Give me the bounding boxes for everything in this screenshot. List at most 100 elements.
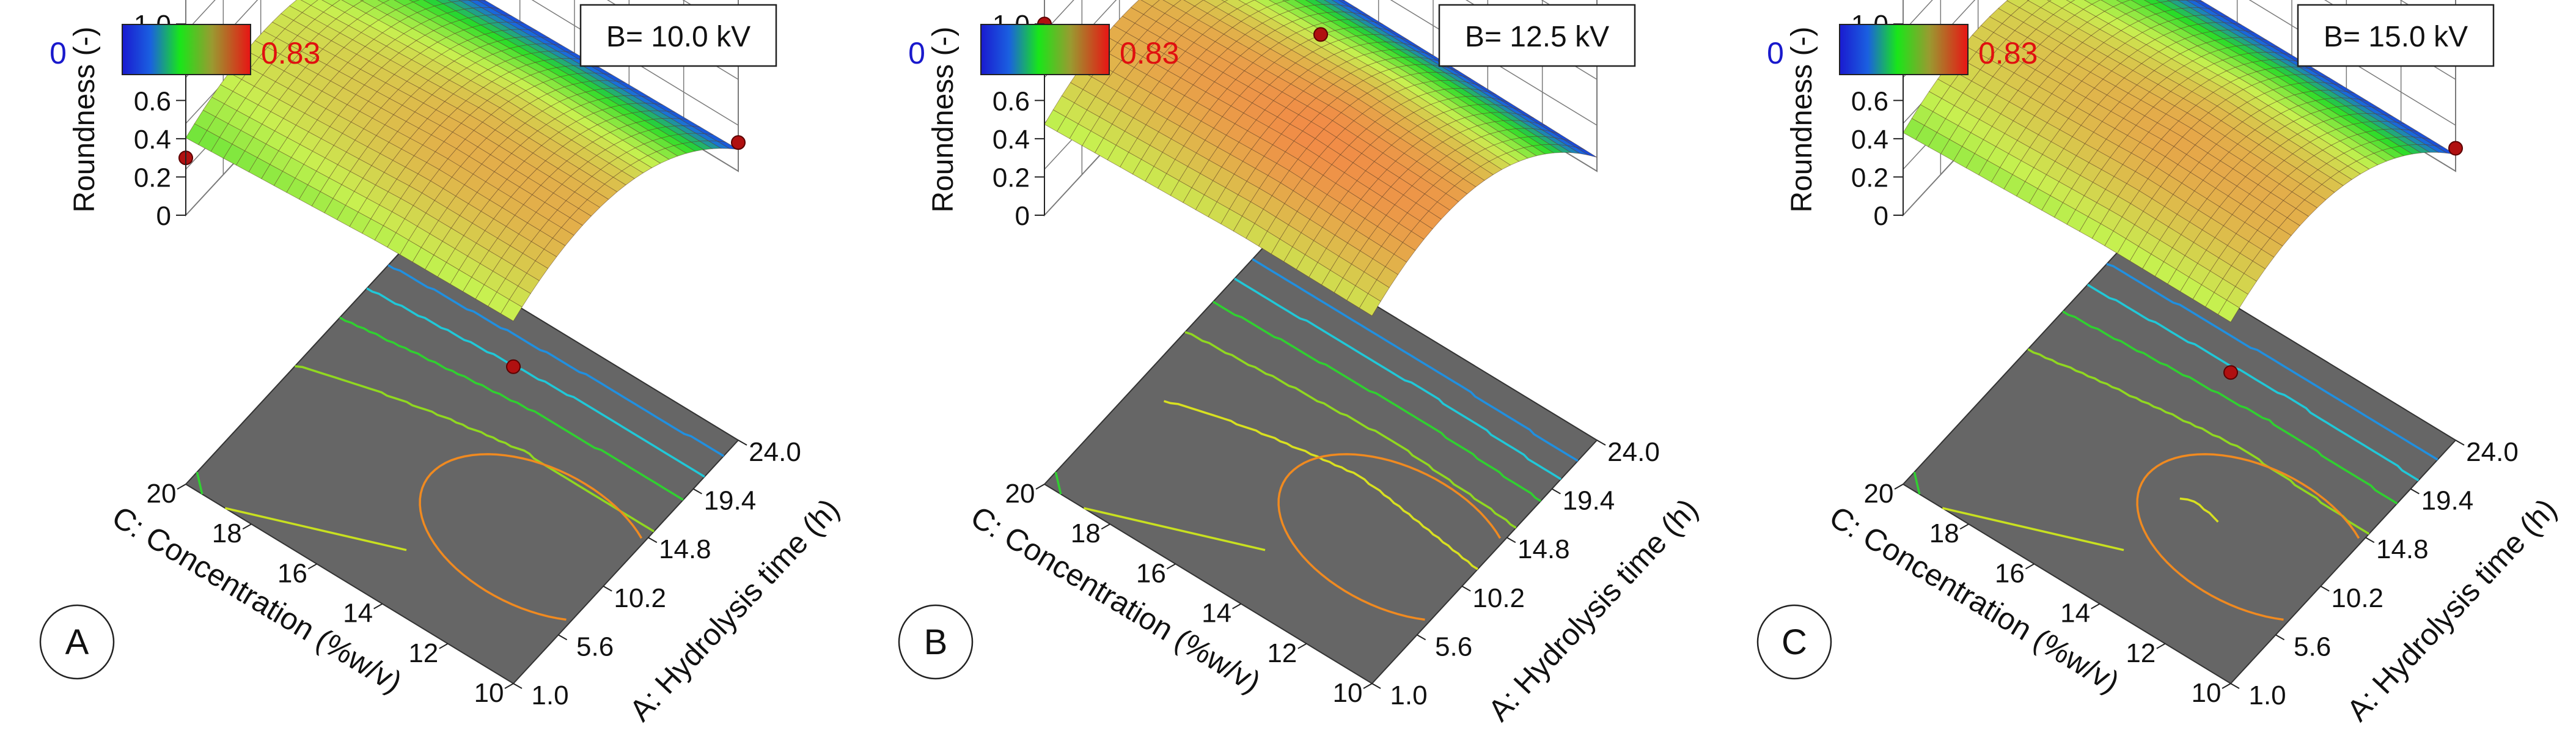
response-surface <box>185 0 739 322</box>
surface-cell <box>500 299 523 322</box>
y-tick-label: 24.0 <box>1607 437 1660 467</box>
x-tick-label: 16 <box>1995 558 2025 588</box>
x-tick-label: 10 <box>2192 678 2222 708</box>
z-tick-label: 0.2 <box>134 163 171 193</box>
y-tick-label: 14.8 <box>1517 534 1570 564</box>
z-tick-label: 0.4 <box>134 125 171 155</box>
x-tick-label: 14 <box>1202 599 1231 629</box>
response-surface <box>1903 0 2456 323</box>
z-tick-label: 0 <box>156 201 171 231</box>
z-tick-label: 0.4 <box>1851 125 1888 155</box>
colorbar-min-label: 0 <box>50 36 67 70</box>
contour-line <box>2027 348 2370 535</box>
design-point <box>506 359 521 374</box>
legend-box-label: B= 15.0 kV <box>2324 21 2468 53</box>
colorbar-min-label: 0 <box>1767 36 1784 70</box>
x-tick-label: 12 <box>2126 638 2156 668</box>
design-point <box>2448 141 2463 156</box>
x-tick-label: 20 <box>147 479 177 509</box>
y-tick-label: 1.0 <box>1390 680 1427 710</box>
x-tick-mark <box>1101 523 1110 530</box>
colorbar <box>122 24 251 75</box>
panel-label: A <box>65 622 89 662</box>
y-tick-mark <box>1596 440 1606 446</box>
panel-B: 00.20.40.60.81.0Roundness (-)10121416182… <box>898 0 1704 728</box>
contour-line <box>295 365 655 533</box>
x-tick-label: 14 <box>343 599 373 629</box>
y-tick-mark <box>2455 440 2465 446</box>
x-tick-mark <box>307 563 317 570</box>
y-tick-label: 14.8 <box>2376 534 2429 564</box>
y-tick-label: 1.0 <box>2248 680 2286 710</box>
y-tick-label: 5.6 <box>2294 632 2331 662</box>
y-tick-mark <box>558 634 568 641</box>
y-tick-label: 10.2 <box>1472 583 1525 613</box>
panel-A: 00.20.40.60.81.0Roundness (-)10121416182… <box>39 0 846 728</box>
legend-box-label: B= 12.5 kV <box>1465 21 1609 53</box>
y-tick-label: 19.4 <box>704 486 757 516</box>
z-tick-label: 0.6 <box>1851 86 1888 116</box>
y-tick-mark <box>1461 585 1471 592</box>
y-tick-label: 5.6 <box>1435 632 1472 662</box>
z-tick-label: 0.6 <box>993 86 1030 116</box>
contour-line <box>387 264 725 457</box>
x-tick-label: 18 <box>1071 518 1101 548</box>
colorbar-max-label: 0.83 <box>261 36 320 70</box>
x-tick-mark <box>242 523 252 530</box>
contour-line <box>1913 471 1921 495</box>
z-axis-label: Roundness (-) <box>68 27 101 213</box>
contour-line <box>196 471 204 495</box>
z-tick-label: 0.2 <box>1851 163 1888 193</box>
x-tick-mark <box>1959 523 1969 530</box>
contour-line <box>1234 278 1562 481</box>
x-tick-mark <box>1894 484 1904 490</box>
panel-label: B <box>924 622 948 662</box>
x-tick-label: 16 <box>277 558 307 588</box>
x-tick-label: 20 <box>1005 479 1035 509</box>
legend-box-label: B= 10.0 kV <box>606 21 750 53</box>
contour-line-peak <box>419 453 643 621</box>
y-tick-label: 19.4 <box>1563 486 1615 516</box>
x-tick-mark <box>2222 683 2231 689</box>
y-tick-mark <box>603 585 612 592</box>
z-tick-label: 0 <box>1874 201 1888 231</box>
contour-line <box>1163 400 1478 570</box>
y-tick-mark <box>1417 634 1426 641</box>
x-tick-label: 16 <box>1136 558 1166 588</box>
x-tick-label: 12 <box>408 638 438 668</box>
colorbar <box>1839 24 1969 75</box>
x-tick-label: 10 <box>474 678 504 708</box>
colorbar-max-label: 0.83 <box>1978 36 2038 70</box>
colorbar-min-label: 0 <box>908 36 925 70</box>
contour-line <box>1083 507 1266 551</box>
x-tick-label: 10 <box>1333 678 1363 708</box>
y-tick-mark <box>1506 537 1516 544</box>
x-tick-mark <box>2025 563 2035 570</box>
y-tick-label: 1.0 <box>531 680 568 710</box>
response-surface <box>1044 0 1598 317</box>
y-tick-mark <box>1551 488 1561 495</box>
contour-line <box>224 507 407 551</box>
x-tick-label: 18 <box>212 518 242 548</box>
x-tick-mark <box>2091 603 2101 610</box>
z-axis-label: Roundness (-) <box>1786 27 1818 213</box>
x-tick-mark <box>373 603 383 610</box>
y-tick-mark <box>2410 488 2420 495</box>
y-tick-label: 5.6 <box>576 632 614 662</box>
surface-cell <box>2217 300 2240 323</box>
y-tick-label: 24.0 <box>2466 437 2519 467</box>
design-point <box>2223 365 2238 380</box>
z-tick-label: 0.2 <box>993 163 1030 193</box>
x-tick-label: 14 <box>2060 599 2090 629</box>
x-tick-label: 12 <box>1267 638 1297 668</box>
contour-line-peak <box>1277 453 1502 621</box>
panel-label-circle <box>1756 604 1832 680</box>
y-tick-label: 14.8 <box>659 534 711 564</box>
contour-line <box>2062 310 2398 504</box>
contour-line-peak <box>2136 453 2360 621</box>
y-tick-label: 10.2 <box>2331 583 2383 613</box>
contour-line <box>1252 258 1579 462</box>
y-tick-mark <box>2275 634 2285 641</box>
z-axis-label: Roundness (-) <box>927 27 960 213</box>
